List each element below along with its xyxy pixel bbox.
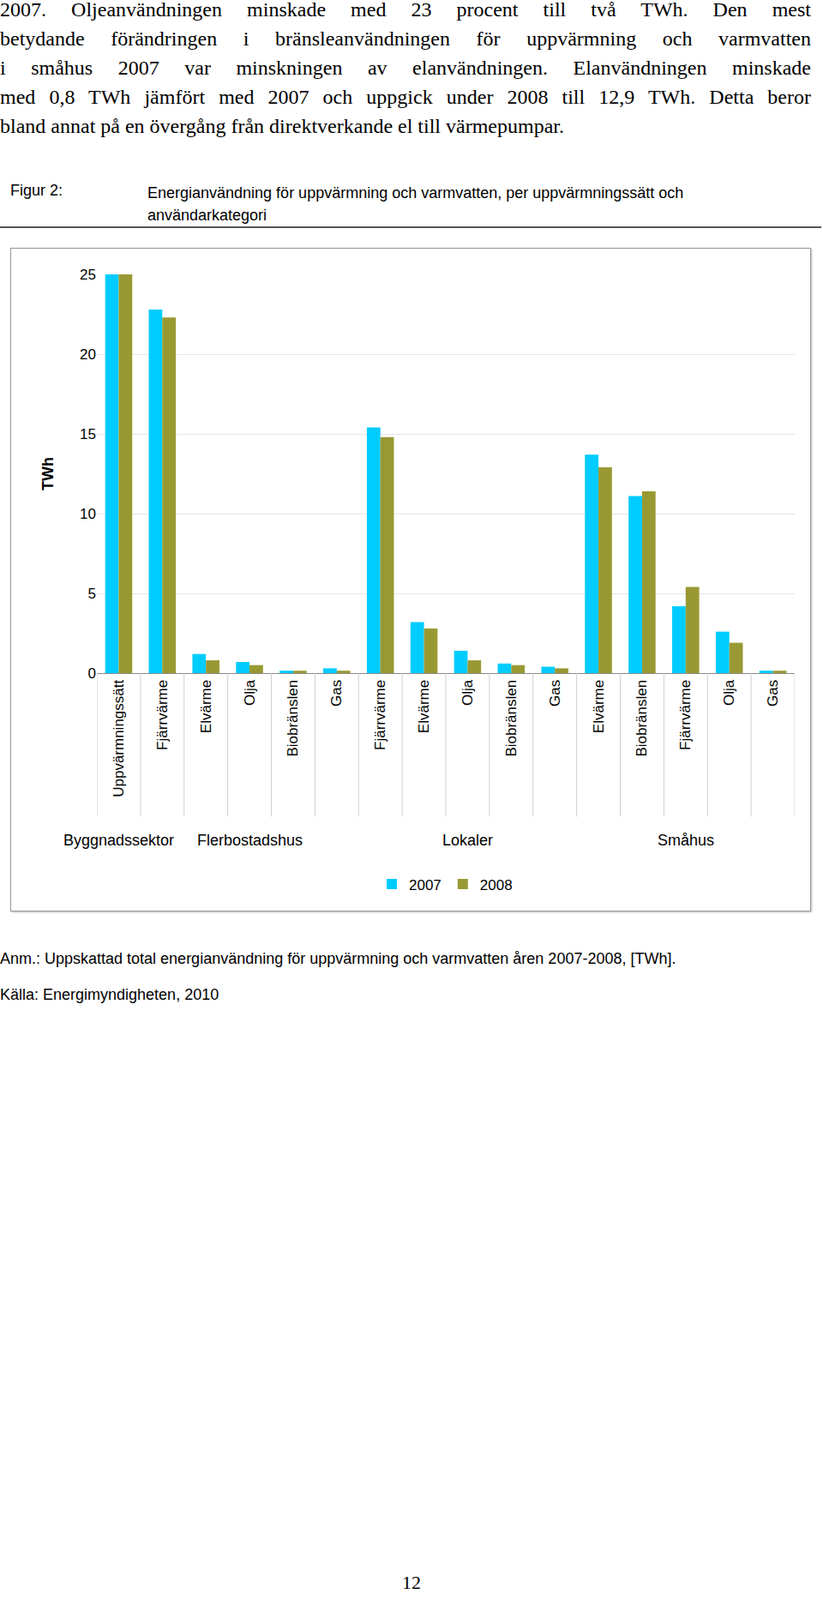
svg-text:Fjärrvärme: Fjärrvärme [154,679,171,751]
html-text:12: 12 [402,1571,421,1593]
svg-text:Elvärme: Elvärme [198,679,215,733]
html-text:bland annat på en övergång frå: bland annat på en övergång från direktve… [0,114,565,138]
svg-text:Elvärme: Elvärme [590,679,607,733]
svg-text:Olja: Olja [459,678,476,706]
html-text:Källa: Energimyndigheten, 2010: Källa: Energimyndigheten, 2010 [0,985,219,1004]
html-text:med 0,8 TWh jämfört med 2007 o: med 0,8 TWh jämfört med 2007 och uppgick… [0,85,811,109]
svg-text:Gas: Gas [328,679,345,707]
svg-text:Biobränslen: Biobränslen [633,679,650,757]
svg-text:Biobränslen: Biobränslen [284,679,301,757]
svg-text:Olja: Olja [241,678,259,706]
svg-text:25: 25 [79,266,97,283]
svg-text:5: 5 [88,585,97,602]
svg-text:Uppvärmningssätt: Uppvärmningssätt [110,679,127,798]
svg-text:2008: 2008 [480,877,513,894]
html-text:Figur 2:: Figur 2: [10,181,63,199]
svg-text:Småhus: Småhus [657,831,715,849]
svg-text:20: 20 [79,346,97,363]
svg-text:0: 0 [88,665,97,682]
svg-text:Biobränslen: Biobränslen [503,679,520,757]
svg-text:10: 10 [79,505,97,523]
html-text:Energianvändning för uppvärmni: Energianvändning för uppvärmning och var… [147,184,684,202]
svg-text:Elvärme: Elvärme [415,679,433,733]
html-text:i småhus 2007 var minskningen: i småhus 2007 var minskningen av elanvän… [0,56,811,79]
svg-text:Fjärrvärme: Fjärrvärme [677,679,694,751]
html-text:Anm.: Uppskattad total energia: Anm.: Uppskattad total energianvändning … [0,949,676,968]
svg-text:Olja: Olja [720,678,738,706]
svg-text:Fjärrvärme: Fjärrvärme [372,679,389,751]
svg-text:Gas: Gas [546,679,564,707]
svg-text:TWh: TWh [39,456,57,491]
svg-text:Flerbostadshus: Flerbostadshus [197,831,303,849]
svg-text:15: 15 [79,426,97,443]
svg-text:Lokaler: Lokaler [442,831,493,849]
html-text:användarkategori: användarkategori [147,206,267,224]
svg-text:2007: 2007 [408,877,442,894]
svg-text:Gas: Gas [764,679,781,707]
svg-text:Byggnadssektor: Byggnadssektor [63,831,175,849]
html-text:betydande förändringen i bräns: betydande förändringen i bränsleanvändni… [0,27,811,50]
